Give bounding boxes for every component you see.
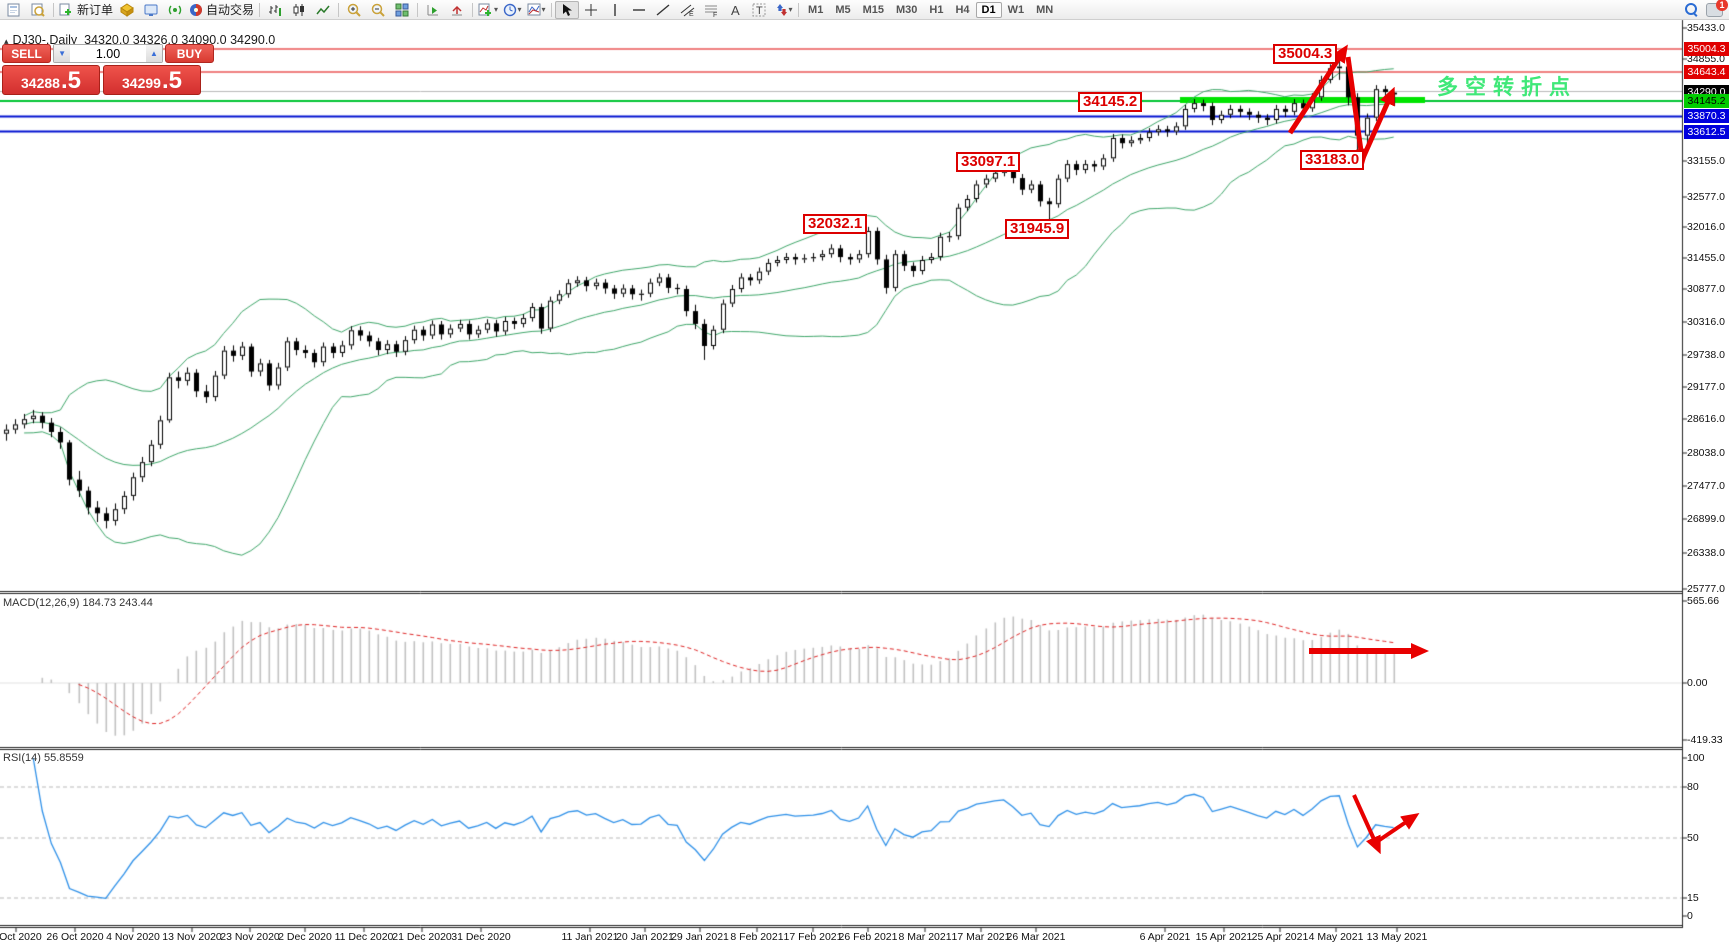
chat-icon[interactable]: 1 <box>1706 0 1728 17</box>
toolbar: 新订单 自动交易 ▾ ▾ ▾ E F A T ▾ M1 M5 M15 M30 H1 H4 D1 W1 MN 1 <box>0 0 1729 20</box>
chevron-down-icon: ▾ <box>541 5 546 14</box>
bar-chart-icon[interactable] <box>263 1 287 19</box>
hline-icon[interactable] <box>627 1 651 19</box>
periods-icon[interactable]: ▾ <box>500 1 524 19</box>
toolbar-separator <box>472 2 474 17</box>
macd-indicator-label: MACD(12,26,9) 184.73 243.44 <box>3 597 153 609</box>
new-order-button[interactable]: 新订单 <box>57 1 115 19</box>
volume-increase-button[interactable]: ▲ <box>145 45 162 62</box>
price-annotation-box[interactable]: 34145.2 <box>1078 92 1143 112</box>
timeframe-m30-button[interactable]: M30 <box>896 3 918 16</box>
buy-price-display[interactable]: 34299 .5 <box>103 65 201 95</box>
data-window-icon[interactable] <box>139 1 163 19</box>
timeframe-m1-button[interactable]: M1 <box>808 3 824 16</box>
toolbar-separator <box>551 2 553 17</box>
timeframe-d1-button[interactable]: D1 <box>975 1 1002 18</box>
signal-icon[interactable] <box>163 1 187 19</box>
cursor-icon[interactable] <box>555 0 580 19</box>
ohlc-values: 34320.0 34326.0 34090.0 34290.0 <box>84 33 276 47</box>
toolbar-separator <box>338 2 340 17</box>
trendline-icon[interactable] <box>651 1 675 19</box>
window-icon[interactable] <box>2 1 26 19</box>
price-annotation-box[interactable]: 33097.1 <box>956 152 1021 172</box>
candle-chart-icon[interactable] <box>287 1 311 19</box>
tile-windows-icon[interactable] <box>390 1 414 19</box>
label-icon[interactable]: T <box>747 1 771 19</box>
templates-icon[interactable]: ▾ <box>524 1 548 19</box>
sell-price-pip: .5 <box>60 67 81 94</box>
timeframe-m5-button[interactable]: M5 <box>835 3 851 16</box>
search-icon[interactable] <box>1685 3 1698 17</box>
auto-trading-button-label: 自动交易 <box>206 3 255 17</box>
buy-price-pip: .5 <box>161 67 182 94</box>
symbol-period: DJ30-,Daily <box>12 33 78 47</box>
volume-decrease-button[interactable]: ▼ <box>54 45 71 62</box>
timeframe-mn-button[interactable]: MN <box>1036 3 1054 16</box>
buy-button[interactable]: BUY <box>164 44 214 63</box>
timeframe-m15-button[interactable]: M15 <box>862 3 885 16</box>
toolbar-separator <box>798 2 800 17</box>
notification-badge: 1 <box>1716 0 1728 11</box>
svg-text:A: A <box>731 3 740 17</box>
toolbar-separator <box>259 2 261 17</box>
sell-button[interactable]: SELL <box>2 44 52 63</box>
zoom-in-icon[interactable] <box>342 1 366 19</box>
chevron-down-icon: ▾ <box>788 5 793 14</box>
chart-shift-icon[interactable] <box>445 1 469 19</box>
arrows-icon[interactable]: ▾ <box>771 1 795 19</box>
channel-icon[interactable]: E <box>675 1 699 19</box>
line-chart-icon[interactable] <box>311 1 335 19</box>
chevron-down-icon: ▾ <box>494 5 499 14</box>
fibonacci-icon[interactable]: F <box>699 1 723 19</box>
text-icon[interactable]: A <box>723 1 747 19</box>
svg-text:T: T <box>756 5 763 17</box>
vline-icon[interactable] <box>603 1 627 19</box>
buy-price-main: 34299 <box>122 75 161 91</box>
price-annotation-box[interactable]: 31945.9 <box>1005 219 1070 239</box>
zoom-out-icon[interactable] <box>366 1 390 19</box>
one-click-trading-panel: SELL ▼ 1.00 ▲ BUY 34288 .5 34299 .5 <box>2 44 214 96</box>
crosshair-icon[interactable] <box>579 1 603 19</box>
price-annotation-box[interactable]: 32032.1 <box>803 214 868 234</box>
timeframe-h1-button[interactable]: H1 <box>929 3 944 16</box>
rsi-indicator-label: RSI(14) 55.8559 <box>3 752 84 764</box>
toolbar-right: 1 <box>1685 0 1728 17</box>
chevron-down-icon: ▾ <box>517 5 522 14</box>
indicators-icon[interactable]: ▾ <box>476 1 500 19</box>
auto-scroll-icon[interactable] <box>421 1 445 19</box>
chart-title: ▴ DJ30-,Daily 34320.0 34326.0 34090.0 342… <box>4 33 275 47</box>
svg-text:F: F <box>713 12 717 17</box>
price-annotation-box[interactable]: 33183.0 <box>1300 150 1365 170</box>
toolbar-separator <box>53 2 54 17</box>
volume-value[interactable]: 1.00 <box>95 46 121 61</box>
svg-text:E: E <box>689 11 694 17</box>
timeframe-h4-button[interactable]: H4 <box>955 3 970 16</box>
bull-bear-pivot-note[interactable]: 多空转折点 <box>1437 76 1577 99</box>
volume-stepper: ▼ 1.00 ▲ <box>53 44 163 63</box>
price-annotation-box[interactable]: 35004.3 <box>1273 44 1338 64</box>
timeframe-w1-button[interactable]: W1 <box>1007 3 1025 16</box>
auto-trading-button[interactable]: 自动交易 <box>187 1 256 19</box>
sell-price-main: 34288 <box>21 75 60 91</box>
market-watch-icon[interactable] <box>115 1 139 19</box>
new-order-button-label: 新订单 <box>77 3 114 17</box>
sell-price-display[interactable]: 34288 .5 <box>2 65 100 95</box>
chart-preview-icon[interactable] <box>26 1 50 19</box>
collapse-triangle-icon[interactable]: ▴ <box>4 36 9 46</box>
toolbar-separator <box>417 2 419 17</box>
